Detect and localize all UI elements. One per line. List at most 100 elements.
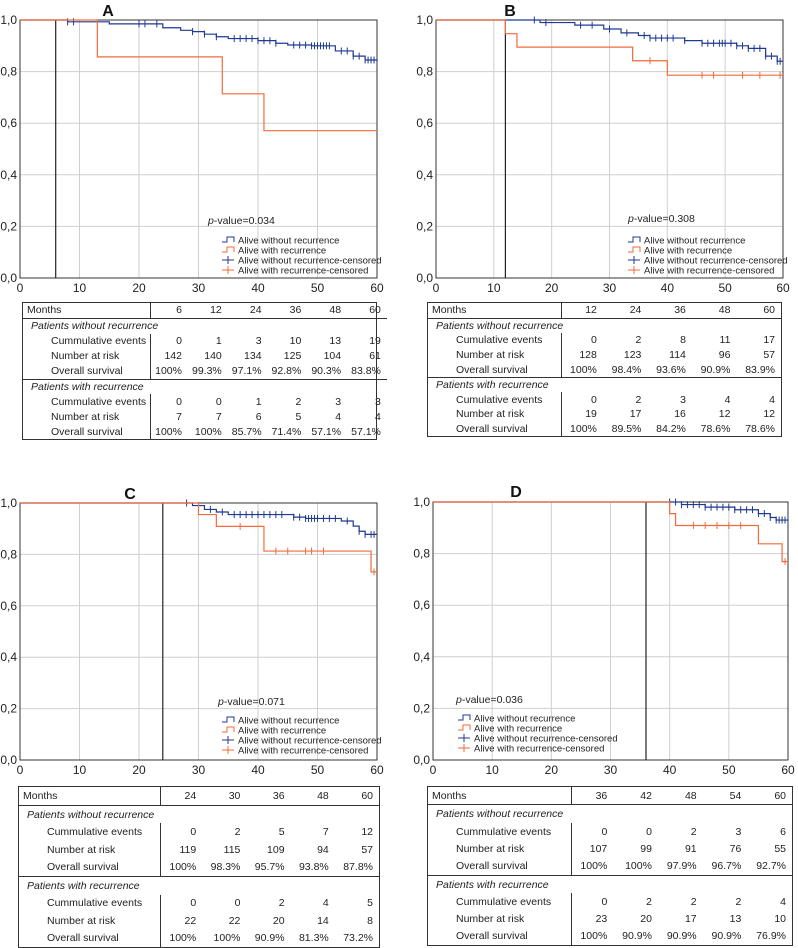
x-tick-label: 40 <box>663 763 677 777</box>
risk-table-row: Overall survival 100% 90.9% 90.9% 90.9% 76.9% <box>428 927 792 945</box>
month-value: 24 <box>602 303 648 319</box>
y-tick-label: 0,2 <box>0 219 17 233</box>
group-title: Patients without recurrence <box>31 320 159 333</box>
y-tick-label: 0,0 <box>416 271 433 285</box>
group-title: Patients with recurrence <box>31 380 144 393</box>
risk-value: 134 <box>244 350 262 363</box>
risk-value: 99.3% <box>187 363 228 380</box>
legend-step-icon <box>222 726 235 733</box>
y-tick-label: 0,6 <box>0 599 17 613</box>
risk-value: 2 <box>635 393 642 406</box>
risk-table-row: Cummulative events 0 1 3 10 13 19 <box>23 333 387 349</box>
panel-d: 0 10 20 30 40 50 60 0,0 0,2 0,4 0,6 0,8 1,0 Dp-value=… <box>413 484 795 777</box>
risk-value: 17 <box>629 408 642 421</box>
row-label: Number at risk <box>51 350 120 363</box>
risk-value: 3 <box>375 395 381 408</box>
risk-value: 100% <box>150 424 188 439</box>
risk-value: 119 <box>160 840 203 859</box>
month-value: 36 <box>647 303 692 319</box>
risk-value: 125 <box>283 350 302 363</box>
risk-value: 100% <box>160 858 203 877</box>
p-value-label: p-value=0.034 <box>207 215 275 227</box>
risk-value: 57.1% <box>311 425 342 438</box>
risk-value: 20 <box>640 913 652 926</box>
risk-table-row: Number at risk 23 20 17 13 10 <box>428 910 792 928</box>
risk-value: 78.6% <box>700 422 731 435</box>
risk-value: 3 <box>680 393 686 406</box>
months-header: Months <box>428 787 572 806</box>
risk-value: 7 <box>215 410 222 423</box>
row-label: Number at risk <box>47 843 116 856</box>
legend-entry: Alive with recurrence-censored <box>238 266 368 277</box>
row-label: Cummulative events <box>47 897 143 910</box>
risk-value: 6 <box>255 410 262 423</box>
y-tick-label: 0,4 <box>416 168 433 182</box>
risk-value: 76.9% <box>756 930 786 943</box>
legend-step-icon <box>222 236 235 243</box>
risk-value: 96.7% <box>702 857 748 876</box>
risk-value: 100% <box>160 929 203 947</box>
risk-value: 100% <box>570 857 614 876</box>
risk-value: 0 <box>234 897 241 910</box>
risk-value: 96 <box>718 348 731 361</box>
x-tick-label: 30 <box>192 281 206 295</box>
km-curve-with-recurrence <box>436 19 783 76</box>
y-tick-label: 1,0 <box>413 495 430 509</box>
risk-value: 2 <box>690 825 697 838</box>
risk-table-row: Patients without recurrence <box>428 318 781 333</box>
risk-value: 4 <box>724 393 731 406</box>
y-tick-label: 0,8 <box>413 547 430 561</box>
legend-entry: Alive without recurrence-censored <box>238 736 382 747</box>
risk-value: 100% <box>194 425 222 438</box>
y-tick-label: 0,0 <box>0 753 17 767</box>
risk-value: 84.2% <box>656 422 686 435</box>
risk-table-row: Overall survival 100% 98.4% 93.6% 90.9% 83.9% <box>428 362 781 378</box>
risk-value: 55 <box>774 842 786 855</box>
risk-value: 57 <box>763 348 775 361</box>
risk-table-row: Cummulative events 0 0 1 2 3 3 <box>23 394 387 410</box>
p-value-label: p-value=0.036 <box>455 694 523 706</box>
month-value: 42 <box>613 787 658 806</box>
risk-table-row: Cummulative events 0 2 2 2 4 <box>428 893 792 911</box>
risk-value: 78.6% <box>745 422 775 435</box>
risk-table-grid: Months 12 24 36 48 60 Patients without recurre… <box>428 303 781 436</box>
group-title: Patients with recurrence <box>436 379 549 392</box>
risk-value: 13 <box>329 335 342 348</box>
legend-entry: Alive with recurrence <box>474 724 562 735</box>
risk-value: 128 <box>560 347 603 363</box>
risk-table-row: Overall survival 100% 100% 85.7% 71.4% 57.1% 5… <box>23 424 387 439</box>
risk-value: 4 <box>769 393 775 406</box>
x-tick-label: 40 <box>251 281 265 295</box>
row-label: Number at risk <box>456 913 525 926</box>
risk-value: 94 <box>317 843 329 856</box>
risk-table-row: Cumulative events 0 2 8 11 17 <box>428 333 781 348</box>
legend-entry: Alive without recurrence-censored <box>474 734 618 745</box>
risk-value: 14 <box>317 914 329 927</box>
risk-value: 93.6% <box>647 362 692 378</box>
row-label: Overall survival <box>23 363 151 380</box>
risk-value: 5 <box>295 410 302 423</box>
p-value-label: p-value=0.308 <box>627 213 695 225</box>
x-tick-label: 40 <box>661 281 675 295</box>
risk-value: 83.9% <box>736 362 781 378</box>
risk-table-row: Overall survival 100% 100% 90.9% 81.3% 73.2% <box>19 929 379 947</box>
risk-value: 2 <box>295 395 302 408</box>
risk-value: 11 <box>719 334 731 347</box>
row-label: Cumulative events <box>456 393 543 406</box>
y-tick-label: 0,0 <box>413 753 430 767</box>
legend-step-icon <box>222 716 235 723</box>
row-label: Overall survival <box>456 930 528 943</box>
risk-value: 90.9% <box>711 930 742 943</box>
risk-table-a: Months 6 12 24 36 48 60 Patients without recurr… <box>22 302 387 440</box>
y-tick-label: 0,4 <box>0 650 17 664</box>
legend-entry: Alive with recurrence-censored <box>474 744 604 755</box>
month-value: 36 <box>246 787 291 806</box>
risk-value: 12 <box>763 408 775 421</box>
risk-table-row: Months 12 24 36 48 60 <box>428 303 781 319</box>
x-tick-label: 50 <box>722 763 736 777</box>
risk-value: 12 <box>718 408 731 421</box>
risk-value: 0 <box>150 333 188 349</box>
x-tick-label: 60 <box>776 281 790 295</box>
legend-step-icon <box>628 236 641 243</box>
x-tick-label: 30 <box>192 763 206 777</box>
